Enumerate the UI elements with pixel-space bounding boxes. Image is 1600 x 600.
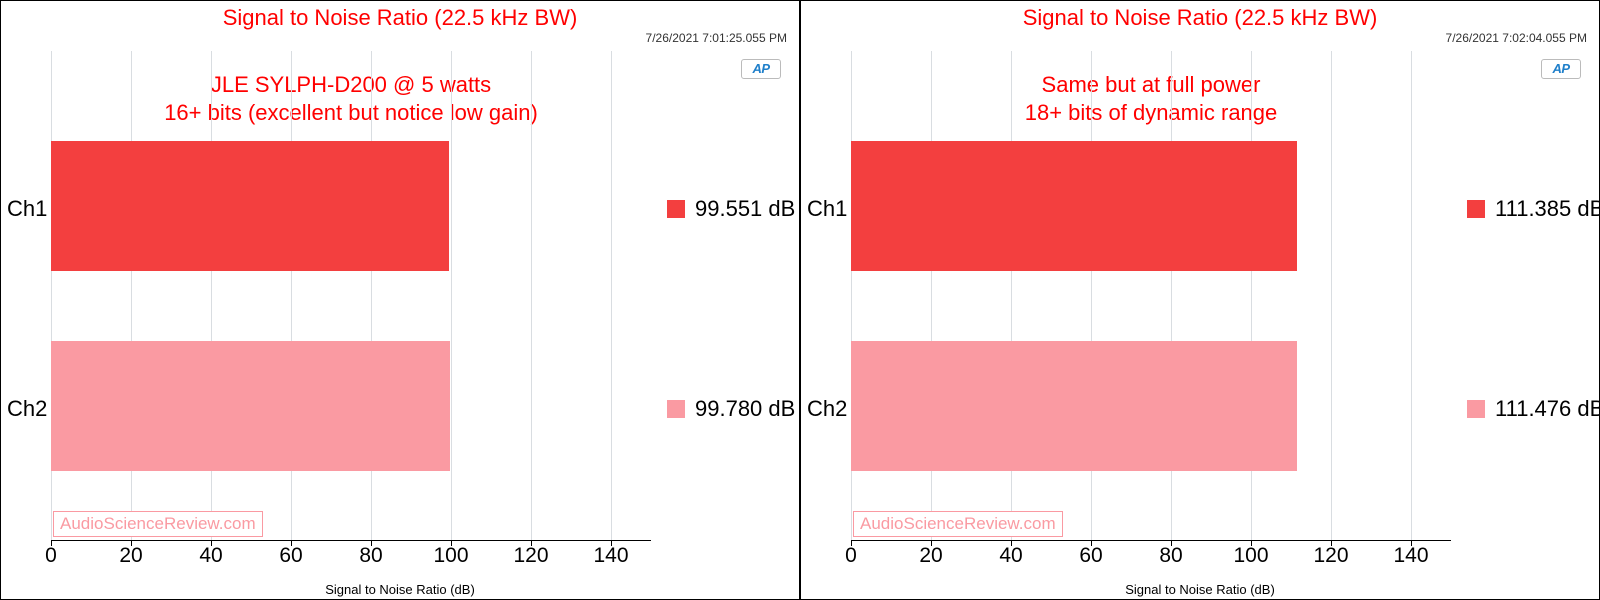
ap-logo: AP xyxy=(741,59,781,79)
bar-ch1 xyxy=(51,141,449,271)
x-tick-label: 120 xyxy=(1313,544,1348,568)
chart-title: Signal to Noise Ratio (22.5 kHz BW) xyxy=(801,5,1599,31)
grid-line xyxy=(1411,51,1412,540)
grid-line xyxy=(531,51,532,540)
x-tick-label: 0 xyxy=(845,544,857,568)
chart-panel-right: Signal to Noise Ratio (22.5 kHz BW) 7/26… xyxy=(800,0,1600,600)
x-tick-label: 20 xyxy=(919,544,942,568)
legend-value-ch2: 111.476 dB xyxy=(1495,396,1600,422)
x-tick-label: 100 xyxy=(1233,544,1268,568)
legend-value-ch1: 111.385 dB xyxy=(1495,196,1600,222)
legend-swatch-ch2 xyxy=(1467,400,1485,418)
category-label-ch2: Ch2 xyxy=(7,396,47,422)
legend-ch1: 111.385 dB xyxy=(1467,196,1600,222)
ap-logo: AP xyxy=(1541,59,1581,79)
x-tick-label: 80 xyxy=(359,544,382,568)
x-tick-label: 140 xyxy=(1393,544,1428,568)
x-tick-label: 140 xyxy=(593,544,628,568)
x-tick-label: 60 xyxy=(1079,544,1102,568)
bar-ch2 xyxy=(51,341,450,471)
grid-line xyxy=(1331,51,1332,540)
timestamp: 7/26/2021 7:01:25.055 PM xyxy=(646,31,787,45)
x-tick-label: 100 xyxy=(433,544,468,568)
legend-value-ch2: 99.780 dB xyxy=(695,396,795,422)
plot-area: 020406080100120140 xyxy=(851,51,1451,541)
x-tick-label: 40 xyxy=(999,544,1022,568)
legend-ch2: 99.780 dB xyxy=(667,396,795,422)
legend-value-ch1: 99.551 dB xyxy=(695,196,795,222)
timestamp: 7/26/2021 7:02:04.055 PM xyxy=(1446,31,1587,45)
chart-title: Signal to Noise Ratio (22.5 kHz BW) xyxy=(1,5,799,31)
grid-line xyxy=(451,51,452,540)
watermark: AudioScienceReview.com xyxy=(53,511,263,537)
chart-panel-left: Signal to Noise Ratio (22.5 kHz BW) 7/26… xyxy=(0,0,800,600)
x-tick-label: 80 xyxy=(1159,544,1182,568)
x-tick-label: 60 xyxy=(279,544,302,568)
legend-swatch-ch1 xyxy=(667,200,685,218)
bar-ch2 xyxy=(851,341,1297,471)
bar-ch1 xyxy=(851,141,1297,271)
x-axis-label: Signal to Noise Ratio (dB) xyxy=(1,582,799,597)
legend-ch2: 111.476 dB xyxy=(1467,396,1600,422)
legend-ch1: 99.551 dB xyxy=(667,196,795,222)
watermark: AudioScienceReview.com xyxy=(853,511,1063,537)
x-tick-label: 120 xyxy=(513,544,548,568)
x-axis-label: Signal to Noise Ratio (dB) xyxy=(801,582,1599,597)
x-tick-label: 40 xyxy=(199,544,222,568)
x-tick-label: 20 xyxy=(119,544,142,568)
x-tick-label: 0 xyxy=(45,544,57,568)
plot-area: 020406080100120140 xyxy=(51,51,651,541)
grid-line xyxy=(611,51,612,540)
legend-swatch-ch1 xyxy=(1467,200,1485,218)
page: Signal to Noise Ratio (22.5 kHz BW) 7/26… xyxy=(0,0,1600,600)
category-label-ch1: Ch1 xyxy=(7,196,47,222)
category-label-ch2: Ch2 xyxy=(807,396,847,422)
legend-swatch-ch2 xyxy=(667,400,685,418)
category-label-ch1: Ch1 xyxy=(807,196,847,222)
